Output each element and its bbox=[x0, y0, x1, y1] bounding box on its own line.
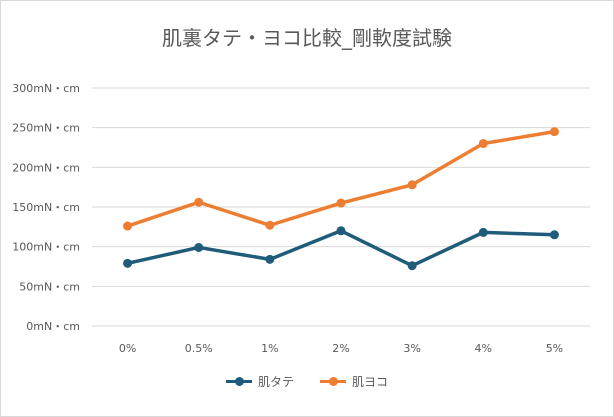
y-tick-label: 0mN・cm bbox=[26, 320, 80, 333]
x-tick-label: 2% bbox=[332, 342, 349, 355]
data-point bbox=[265, 254, 275, 264]
x-tick-label: 3% bbox=[403, 342, 420, 355]
y-axis-ticks: 0mN・cm 50mN・cm 100mN・cm 150mN・cm 200mN・cm 250… bbox=[12, 82, 80, 333]
data-point bbox=[336, 198, 346, 208]
gridlines bbox=[92, 87, 590, 327]
data-point bbox=[265, 220, 275, 230]
data-point bbox=[549, 230, 559, 240]
series-line-0 bbox=[127, 229, 555, 268]
y-tick-label: 250mN・cm bbox=[12, 122, 80, 135]
x-axis-ticks: 0% 0.5% 1% 2% 3% 4% 5% bbox=[119, 342, 563, 355]
series-line-1 bbox=[127, 129, 555, 228]
legend-item-tate: 肌タテ bbox=[225, 373, 294, 390]
legend: 肌タテ 肌ヨコ bbox=[0, 373, 614, 390]
x-tick-label: 4% bbox=[475, 342, 492, 355]
x-tick-label: 5% bbox=[546, 342, 563, 355]
legend-swatch-tate bbox=[225, 377, 252, 386]
data-point bbox=[194, 242, 204, 252]
legend-label-yoko: 肌ヨコ bbox=[352, 375, 389, 389]
legend-swatch-yoko bbox=[320, 377, 346, 386]
data-point bbox=[478, 227, 488, 237]
data-point bbox=[407, 180, 417, 190]
data-point bbox=[549, 127, 559, 137]
y-tick-label: 100mN・cm bbox=[12, 241, 80, 254]
y-tick-label: 150mN・cm bbox=[12, 201, 80, 214]
y-tick-label: 300mN・cm bbox=[12, 82, 80, 95]
x-tick-label: 1% bbox=[261, 342, 278, 355]
series-points bbox=[123, 127, 559, 271]
y-tick-label: 50mN・cm bbox=[19, 280, 80, 293]
y-tick-label: 200mN・cm bbox=[12, 161, 80, 174]
data-point bbox=[123, 221, 133, 231]
data-point bbox=[407, 261, 417, 271]
data-point bbox=[336, 226, 346, 236]
legend-item-yoko: 肌ヨコ bbox=[320, 373, 388, 390]
x-tick-label: 0% bbox=[119, 342, 136, 355]
x-tick-label: 0.5% bbox=[185, 342, 213, 355]
data-point bbox=[478, 139, 488, 149]
chart-title: 肌裏タテ・ヨコ比較_剛軟度試験 bbox=[162, 26, 452, 50]
data-point bbox=[123, 258, 133, 268]
legend-label-tate: 肌タテ bbox=[257, 375, 294, 389]
data-point bbox=[194, 197, 204, 207]
